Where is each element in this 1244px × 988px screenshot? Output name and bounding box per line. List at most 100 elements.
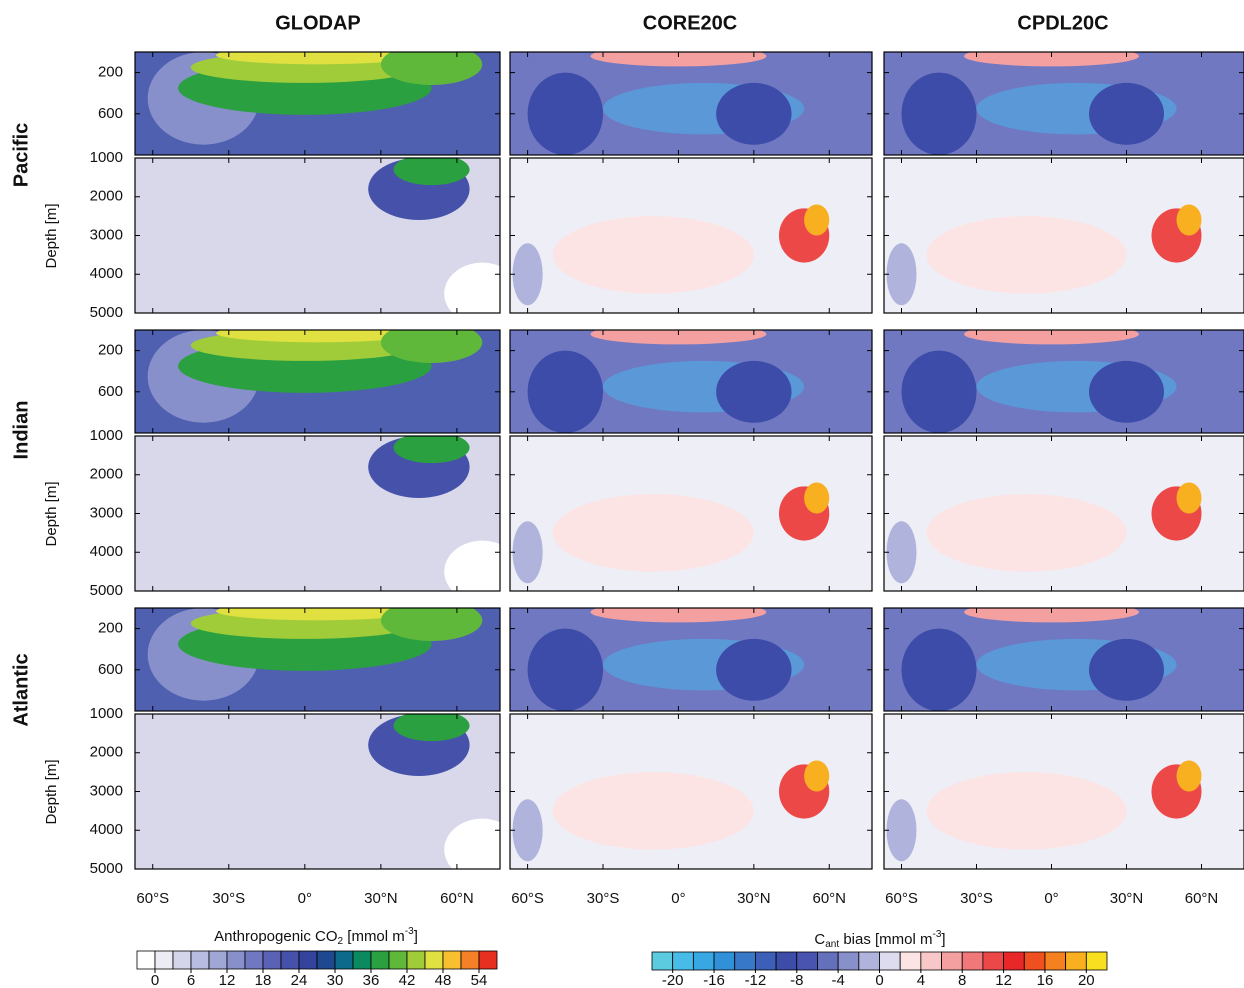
x-tick-label: 0° — [298, 890, 312, 907]
colorbar-swatch — [334, 950, 354, 970]
row-title: Pacific — [10, 123, 32, 187]
colorbar-swatch — [424, 950, 444, 970]
field-patch — [216, 52, 419, 65]
contour-field — [510, 158, 872, 313]
y-tick-label: 4000 — [90, 821, 123, 838]
field-patch — [886, 799, 917, 862]
y-tick-label: 3000 — [90, 226, 123, 243]
row-title: Indian — [10, 401, 32, 460]
field-patch — [590, 608, 767, 623]
colorbar-tick-label: 30 — [327, 972, 344, 988]
colorbar-tick-label: 12 — [995, 972, 1012, 988]
colorbar-swatch — [734, 951, 756, 971]
axis-label: Depth [m] — [43, 481, 60, 546]
colorbar-swatch — [837, 951, 860, 971]
field-patch — [527, 350, 604, 433]
colorbar-swatch — [941, 951, 963, 971]
field-patch — [216, 330, 419, 343]
colorbar-tick-label: 18 — [255, 972, 272, 988]
field-patch — [393, 158, 470, 186]
field-patch — [804, 760, 830, 792]
y-tick-label: 5000 — [90, 304, 123, 321]
colorbar-swatch — [190, 950, 210, 970]
field-patch — [380, 608, 483, 641]
colorbar-swatch — [244, 950, 264, 970]
field-patch — [1089, 82, 1164, 145]
x-tick-label: 30°S — [212, 890, 245, 907]
field-patch — [716, 638, 792, 701]
colorbar-tick-label: -20 — [662, 972, 684, 988]
colorbar-title: Cant bias [mmol m-3] — [814, 929, 945, 950]
field-patch — [552, 494, 754, 572]
colorbar-swatch — [899, 951, 922, 971]
colorbar-tick-label: 48 — [435, 972, 452, 988]
colorbar-swatch — [298, 950, 318, 970]
panel-frame — [509, 329, 873, 434]
y-tick-label: 4000 — [90, 265, 123, 282]
field-patch — [527, 72, 604, 155]
panel-frame — [134, 51, 501, 156]
colorbar-swatch — [982, 951, 1004, 971]
contour-field — [884, 608, 1244, 711]
y-tick-label: 1000 — [90, 427, 123, 444]
colorbar-swatch — [478, 950, 498, 970]
contour-field — [510, 52, 872, 155]
field-patch — [552, 216, 754, 294]
colorbar-swatch — [352, 950, 372, 970]
colorbar-swatch — [672, 951, 694, 971]
colorbar-swatch — [262, 950, 282, 970]
field-patch — [512, 243, 543, 306]
field-patch — [444, 540, 500, 591]
colorbar-tick-label: 6 — [187, 972, 195, 988]
colorbar-swatch — [692, 951, 715, 971]
colorbar-tick-label: 20 — [1078, 972, 1095, 988]
panel-frame — [883, 51, 1244, 156]
field-patch — [590, 52, 767, 67]
colorbar-swatch — [858, 951, 880, 971]
y-tick-label: 2000 — [90, 744, 123, 761]
field-patch — [380, 330, 483, 363]
x-tick-label: 60°N — [813, 890, 847, 907]
colorbar-swatch — [460, 950, 480, 970]
colorbar-swatch — [442, 950, 462, 970]
field-patch — [380, 52, 483, 85]
field-patch — [590, 330, 767, 345]
colorbar-tick-label: -8 — [790, 972, 803, 988]
column-title: CPDL20C — [1017, 12, 1108, 34]
y-tick-label: 200 — [98, 342, 123, 359]
colorbar-swatch — [879, 951, 901, 971]
contour-field — [884, 330, 1244, 433]
field-patch — [964, 52, 1139, 67]
colorbar-tick-label: 54 — [471, 972, 488, 988]
x-tick-label: 30°N — [737, 890, 771, 907]
y-tick-label: 1000 — [90, 149, 123, 166]
colorbar-swatch — [755, 951, 777, 971]
x-tick-label: 60°S — [885, 890, 918, 907]
field-patch — [716, 360, 792, 423]
x-tick-label: 30°N — [1110, 890, 1144, 907]
contour-field — [884, 714, 1244, 869]
contour-field — [884, 158, 1244, 313]
y-tick-label: 600 — [98, 661, 123, 678]
colorbar-tick-label: 8 — [958, 972, 966, 988]
y-tick-label: 200 — [98, 620, 123, 637]
field-patch — [804, 204, 830, 236]
y-tick-label: 2000 — [90, 466, 123, 483]
contour-field — [510, 330, 872, 433]
y-tick-label: 3000 — [90, 782, 123, 799]
panel-frame — [134, 329, 501, 434]
field-patch — [512, 521, 543, 584]
field-patch — [886, 521, 917, 584]
field-patch — [901, 350, 977, 433]
colorbar-swatch — [280, 950, 300, 970]
colorbar-swatch — [406, 950, 426, 970]
colorbar-swatch — [920, 951, 942, 971]
colorbar-swatch — [1003, 951, 1025, 971]
field-patch — [393, 714, 470, 742]
y-tick-label: 1000 — [90, 705, 123, 722]
panel-frame — [883, 329, 1244, 434]
field-patch — [901, 628, 977, 711]
x-tick-label: 60°S — [511, 890, 544, 907]
field-patch — [886, 243, 917, 306]
field-patch — [926, 772, 1127, 850]
